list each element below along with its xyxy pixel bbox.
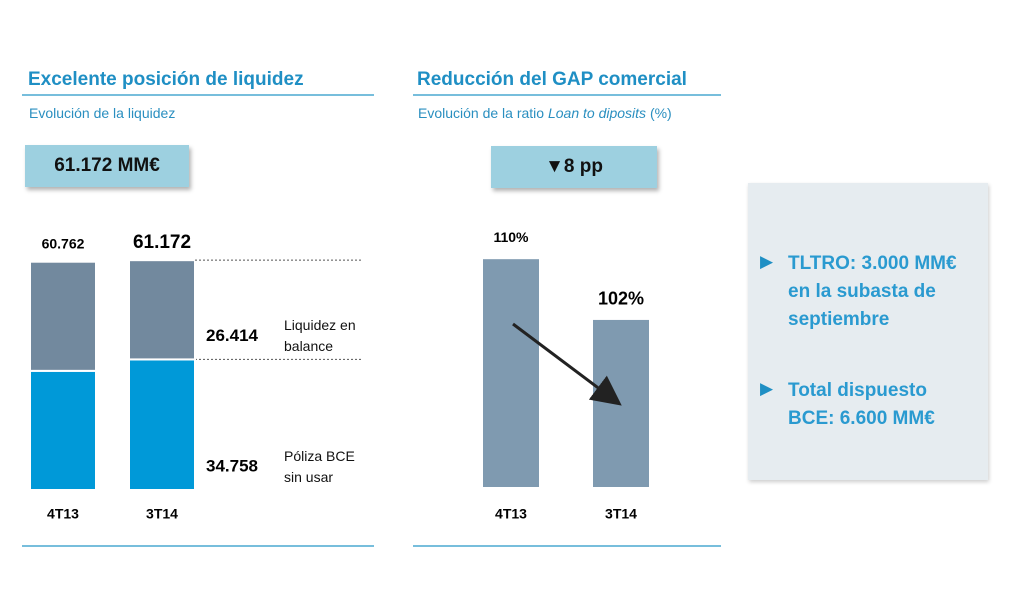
trend-arrow (512, 322, 622, 406)
bar (593, 319, 649, 487)
x-tick-label: 3T14 (146, 506, 178, 522)
total-label: 61.172 (133, 232, 191, 253)
x-tick-label: 4T13 (495, 506, 527, 522)
total-label: 60.762 (42, 235, 85, 251)
bar-segment (128, 259, 196, 361)
subtitle: Evolución de la ratio Loan to diposits (… (418, 105, 672, 121)
x-tick-label: 3T14 (605, 506, 637, 522)
value-label: 102% (598, 289, 644, 309)
bullet: ▶ (760, 252, 774, 271)
badge: ▼8 pp (491, 146, 657, 188)
title: Reducción del GAP comercial (417, 69, 687, 90)
bullet: ▶ (760, 379, 774, 398)
subtitle-part: Loan to diposits (547, 105, 647, 121)
title: Excelente posición de liquidez (28, 69, 304, 90)
value-label: 110% (493, 229, 529, 245)
subtitle-part: Evolución de la ratio (418, 105, 545, 121)
badge: 61.172 MM€ (25, 145, 189, 187)
bar (483, 259, 539, 487)
legend-label: Liquidez en balance (284, 317, 356, 355)
value-label: 34.758 (206, 456, 258, 475)
bar-segment (128, 358, 196, 492)
bar-segment (29, 369, 97, 491)
note: TLTRO: 3.000 MM€ en la subasta de septie… (788, 253, 957, 330)
notes-box (748, 183, 988, 480)
note: Total dispuesto BCE: 6.600 MM€ (788, 380, 935, 429)
legend-label: Póliza BCE sin usar (284, 448, 355, 485)
subtitle: Evolución de la liquidez (29, 105, 176, 121)
bar-segment (29, 260, 97, 372)
value-label: 26.414 (206, 326, 259, 345)
x-tick-label: 4T13 (47, 506, 79, 522)
subtitle-part: (%) (649, 105, 672, 121)
